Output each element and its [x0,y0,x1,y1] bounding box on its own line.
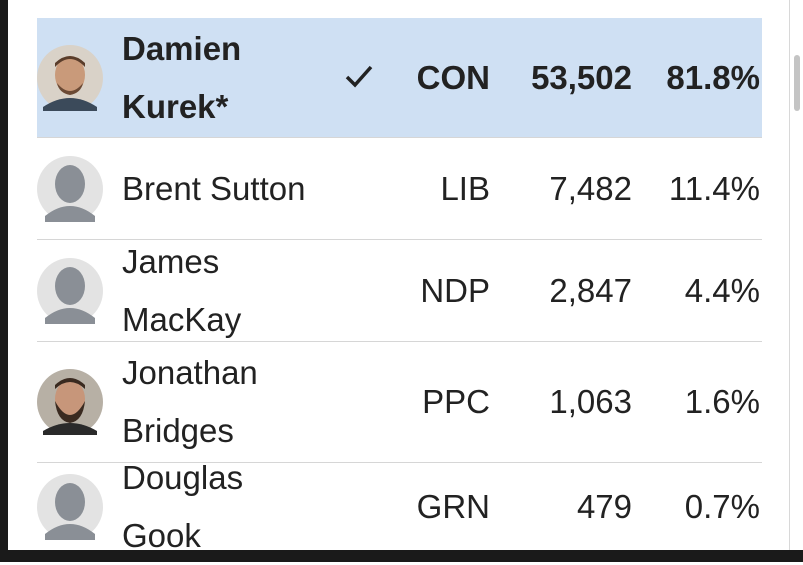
percent: 81.8% [666,58,760,96]
candidate-name: Jonathan Bridges [122,354,258,449]
device-edge [0,0,8,562]
candidate-name: James MacKay [122,242,242,338]
candidate-name: Brent Sutton [122,169,306,207]
party: PPC [422,383,490,420]
candidate-name: Damien Kurek* [122,29,242,125]
percent: 1.6% [684,383,760,420]
votes: 53,502 [531,58,632,96]
avatar [37,369,103,435]
candidate-row: James MacKay NDP 2,847 4.4% [37,240,762,342]
votes: 7,482 [549,169,632,207]
candidate-row: Jonathan Bridges PPC 1,063 1.6% [37,342,762,463]
scroll-thumb[interactable] [794,55,800,111]
results-table: Damien Kurek* CON 53,502 81.8% Brent Sutton L… [37,18,762,554]
party: LIB [440,169,490,207]
candidate-row: Douglas Gook GRN 479 0.7% [37,459,762,554]
percent: 0.7% [684,488,760,525]
party: GRN [416,488,490,525]
votes: 1,063 [549,383,632,420]
scroll-track [789,0,790,550]
avatar [37,44,103,111]
avatar [37,474,103,540]
party: CON [416,58,490,96]
votes: 479 [576,488,632,525]
candidate-row: Brent Sutton LIB 7,482 11.4% [37,138,762,240]
avatar [37,257,103,324]
device-edge [0,550,803,562]
winner-check [345,65,373,88]
party: NDP [420,271,490,309]
candidate-name: Douglas Gook [122,459,244,554]
votes: 2,847 [549,271,632,309]
avatar [37,155,103,222]
percent: 11.4% [668,169,760,207]
percent: 4.4% [684,271,760,309]
candidate-row: Damien Kurek* CON 53,502 81.8% [37,18,762,138]
